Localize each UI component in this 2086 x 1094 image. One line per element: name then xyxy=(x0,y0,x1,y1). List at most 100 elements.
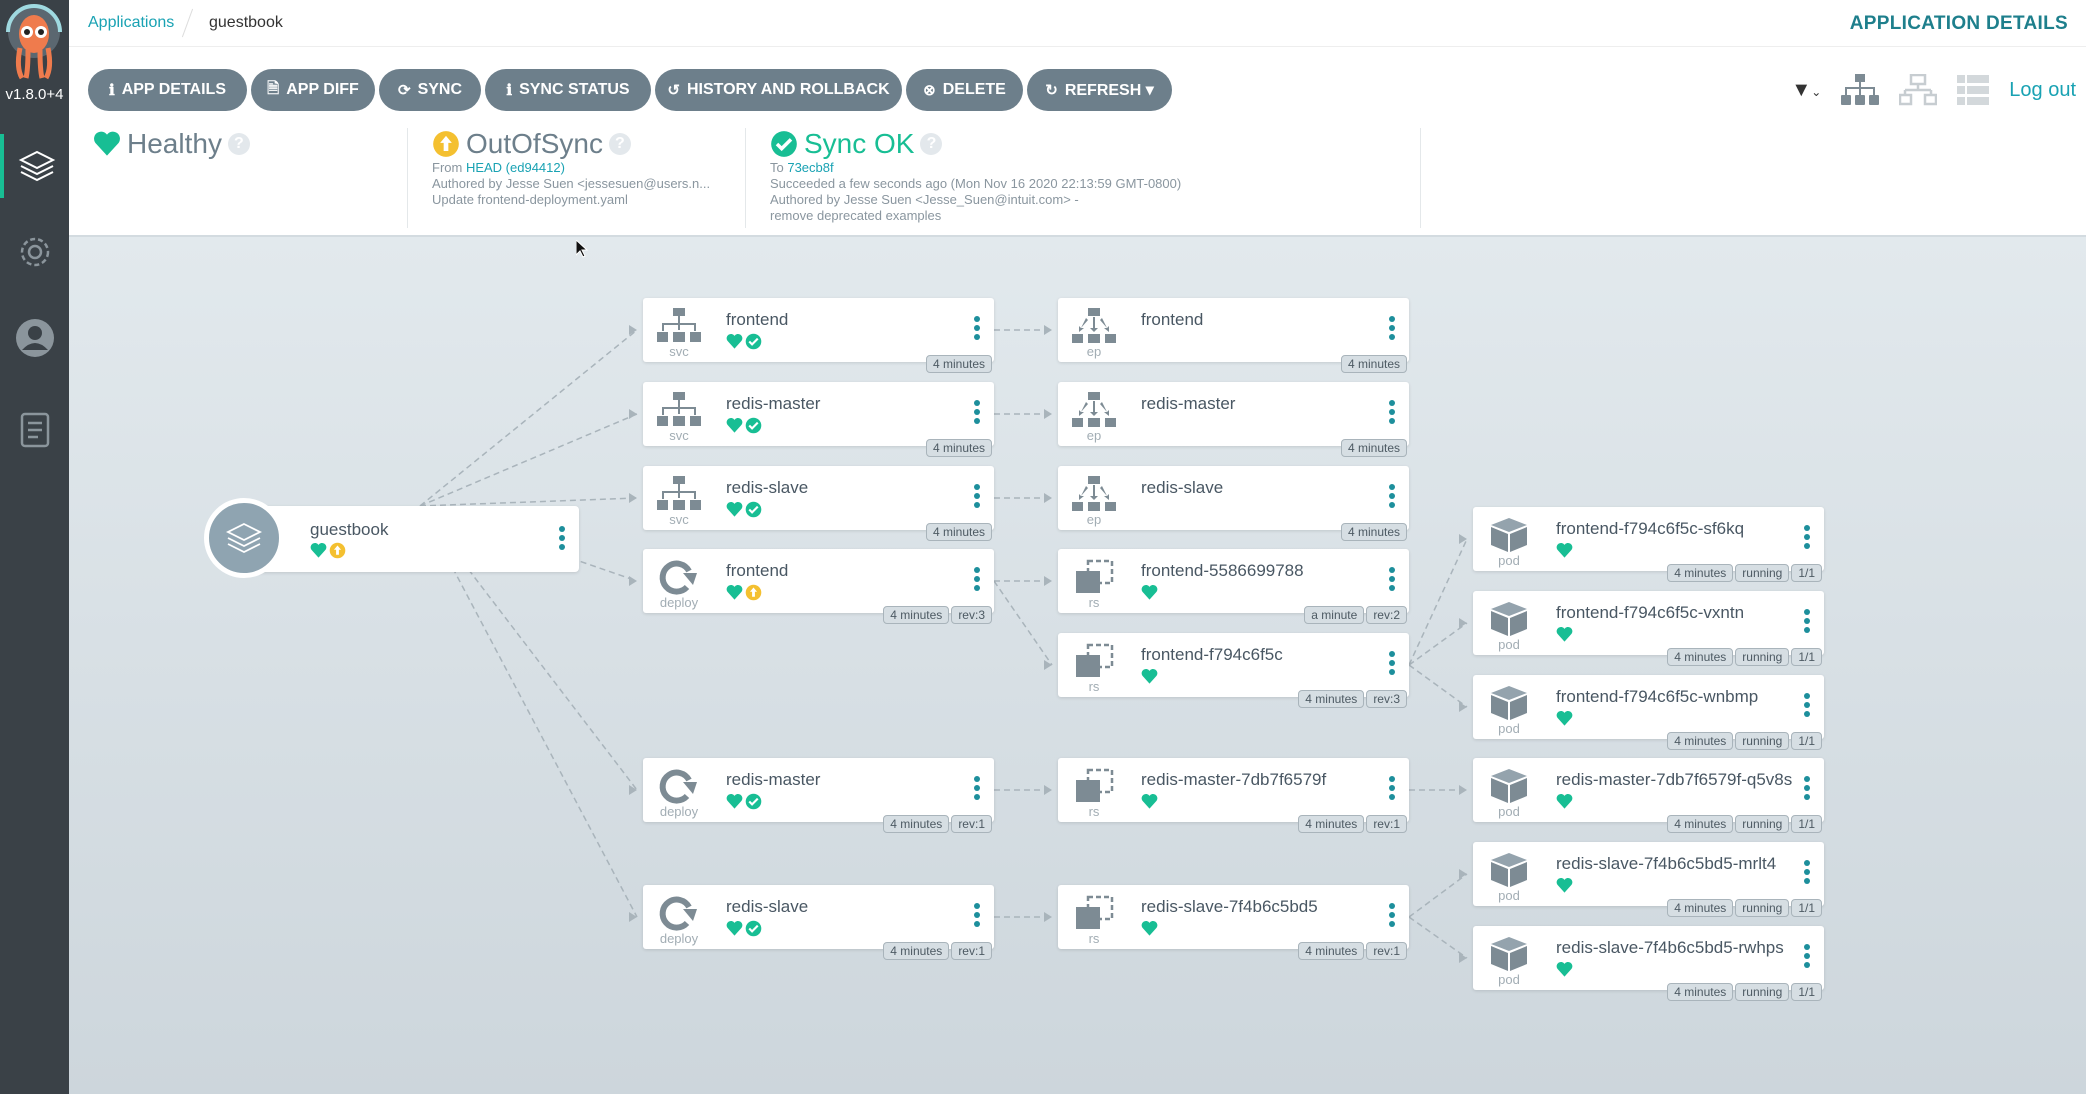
revision-link[interactable]: HEAD (ed94412) xyxy=(465,160,565,175)
to-prefix: To xyxy=(770,160,788,175)
toolbar-button-app-diff[interactable]: 🗎 APP DIFF xyxy=(251,69,375,111)
list-view-icon[interactable] xyxy=(1957,75,1990,105)
info-badge: 4 minutes xyxy=(1667,564,1734,582)
breadcrumb-applications-link[interactable]: Applications xyxy=(88,14,175,31)
info-badge: 1/1 xyxy=(1791,732,1822,750)
resource-node-pod[interactable]: pod redis-slave-7f4b6c5bd5-rwhps 4 minutes… xyxy=(1473,926,1824,1001)
resource-kind: pod xyxy=(1498,804,1520,819)
gear-icon xyxy=(20,237,49,267)
info-badge: 4 minutes xyxy=(883,606,950,624)
resource-node-rs[interactable]: rs frontend-f794c6f5c 4 minutes rev:3 xyxy=(1058,633,1409,708)
logout-link[interactable]: Log out xyxy=(2009,78,2076,101)
toolbar-button-refresh[interactable]: ↻ REFRESH ▾ xyxy=(1027,69,1172,111)
edge-arrow xyxy=(1044,325,1052,335)
sidebar-item-user-info[interactable] xyxy=(0,306,69,370)
toolbar-button-sync-status[interactable]: ℹ SYNC STATUS xyxy=(485,69,651,111)
revision-link[interactable]: 73ecb8f xyxy=(787,160,834,175)
argo-logo[interactable] xyxy=(6,4,62,82)
sidebar-item-applications[interactable] xyxy=(0,134,69,198)
more-menu-icon[interactable] xyxy=(1389,484,1395,511)
toolbar-button-delete[interactable]: ⊗ DELETE xyxy=(906,69,1023,111)
more-menu-icon[interactable] xyxy=(974,903,980,930)
resource-name: frontend xyxy=(726,310,789,329)
more-menu-icon[interactable] xyxy=(974,484,980,511)
resource-node-deploy[interactable]: deploy redis-master 4 minutes rev:1 xyxy=(643,758,994,833)
filter-dropdown-icon[interactable]: ▼⌄ xyxy=(1791,78,1822,101)
info-badge: 4 minutes xyxy=(925,355,992,373)
info-badge: 1/1 xyxy=(1791,648,1822,666)
more-menu-icon[interactable] xyxy=(1804,525,1810,552)
resource-node-deploy[interactable]: deploy redis-slave 4 minutes rev:1 xyxy=(643,885,994,960)
sidebar-item-documentation[interactable] xyxy=(0,398,69,462)
operation-status[interactable]: Sync OK? To 73ecb8f Succeeded a few seco… xyxy=(745,128,1421,228)
replicaset-icon xyxy=(1076,768,1114,802)
help-icon[interactable]: ? xyxy=(227,133,250,155)
resource-node-pod[interactable]: pod redis-master-7db7f6579f-q5v8s 4 minute… xyxy=(1473,758,1824,833)
more-menu-icon[interactable] xyxy=(1804,944,1810,971)
edge xyxy=(419,413,638,507)
resource-node-ep[interactable]: ep frontend 4 minutes xyxy=(1058,298,1409,373)
resource-node-svc[interactable]: svc redis-master 4 minutes xyxy=(643,382,994,457)
more-menu-icon[interactable] xyxy=(559,526,565,550)
info-badge: running xyxy=(1735,983,1790,1001)
resource-node-rs[interactable]: rs redis-slave-7f4b6c5bd5 4 minutes rev:1 xyxy=(1058,885,1409,960)
edge-arrow xyxy=(629,409,637,419)
resource-node-pod[interactable]: pod frontend-f794c6f5c-sf6kq 4 minutes runn… xyxy=(1473,507,1824,582)
replicaset-icon xyxy=(1076,643,1114,677)
more-menu-icon[interactable] xyxy=(1389,316,1395,343)
toolbar-button-sync[interactable]: ⟳ SYNC xyxy=(379,69,481,111)
more-menu-icon[interactable] xyxy=(974,316,980,343)
network-view-icon[interactable] xyxy=(1899,74,1938,106)
help-icon[interactable]: ? xyxy=(608,133,631,155)
resource-node-pod[interactable]: pod frontend-f794c6f5c-wnbmp 4 minutes runn… xyxy=(1473,675,1824,750)
heart-icon xyxy=(1141,668,1158,684)
toolbar-button-history-and-rollback[interactable]: ↺ HISTORY AND ROLLBACK xyxy=(655,69,902,111)
resource-status xyxy=(1141,668,1158,685)
more-menu-icon[interactable] xyxy=(1804,609,1810,636)
more-menu-icon[interactable] xyxy=(974,567,980,594)
service-icon xyxy=(657,308,701,342)
toolbar-button-app-details[interactable]: ℹ APP DETAILS xyxy=(88,69,247,111)
more-menu-icon[interactable] xyxy=(1389,400,1395,427)
more-menu-icon[interactable] xyxy=(1389,651,1395,678)
more-menu-icon[interactable] xyxy=(974,400,980,427)
more-menu-icon[interactable] xyxy=(1804,860,1810,887)
resource-node-deploy[interactable]: deploy frontend 4 minutes rev:3 xyxy=(643,549,994,624)
resource-name: redis-slave xyxy=(1141,478,1224,497)
app-node[interactable]: guestbook xyxy=(230,506,579,572)
endpoints-icon xyxy=(1072,392,1116,427)
operation-message: remove deprecated examples xyxy=(770,208,942,223)
edge-arrow xyxy=(1459,702,1467,712)
heart-icon xyxy=(726,501,743,517)
arrow-circle-up-icon xyxy=(329,542,346,559)
resource-kind: rs xyxy=(1088,804,1100,819)
info-icon: ℹ xyxy=(108,82,115,99)
resource-node-ep[interactable]: ep redis-slave 4 minutes xyxy=(1058,466,1409,541)
pod-icon xyxy=(1491,518,1527,552)
resource-node-svc[interactable]: svc redis-slave 4 minutes xyxy=(643,466,994,541)
more-menu-icon[interactable] xyxy=(1389,567,1395,594)
user-icon xyxy=(15,319,54,357)
service-icon xyxy=(657,476,701,510)
more-menu-icon[interactable] xyxy=(1804,776,1810,803)
more-menu-icon[interactable] xyxy=(974,776,980,803)
resource-kind: pod xyxy=(1498,553,1520,568)
sidebar-item-settings[interactable] xyxy=(0,220,69,284)
health-status[interactable]: Healthy? xyxy=(69,128,407,228)
resource-node-svc[interactable]: svc frontend 4 minutes xyxy=(643,298,994,373)
resource-node-ep[interactable]: ep redis-master 4 minutes xyxy=(1058,382,1409,457)
resource-node-pod[interactable]: pod redis-slave-7f4b6c5bd5-mrlt4 4 minutes… xyxy=(1473,842,1824,917)
sync-status[interactable]: OutOfSync? From HEAD (ed94412) Authored … xyxy=(407,128,745,228)
help-icon[interactable]: ? xyxy=(920,133,943,155)
more-menu-icon[interactable] xyxy=(1389,903,1395,930)
more-menu-icon[interactable] xyxy=(1804,693,1810,720)
top-bar: Applications guestbook APPLICATION DETAI… xyxy=(69,0,2086,46)
resource-kind: pod xyxy=(1498,972,1520,987)
more-menu-icon[interactable] xyxy=(1389,776,1395,803)
resource-node-rs[interactable]: rs frontend-5586699788 a minute rev:2 xyxy=(1058,549,1409,624)
tree-view-icon[interactable] xyxy=(1841,74,1880,106)
resource-node-pod[interactable]: pod frontend-f794c6f5c-vxntn 4 minutes runn… xyxy=(1473,591,1824,666)
service-icon xyxy=(657,392,701,426)
resource-node-rs[interactable]: rs redis-master-7db7f6579f 4 minutes rev:1 xyxy=(1058,758,1409,833)
pod-icon xyxy=(1491,853,1527,887)
